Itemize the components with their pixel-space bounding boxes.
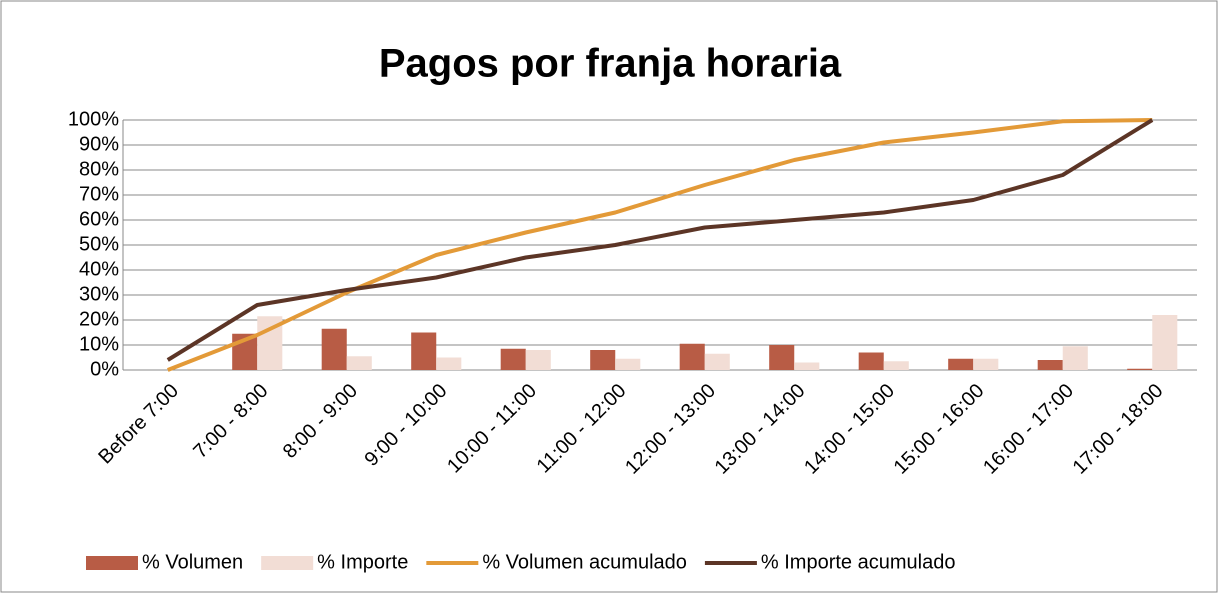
bar [794,362,820,370]
y-tick-label: 90% [79,133,119,155]
y-tick-label: 60% [79,208,119,230]
legend-label: % Importe [317,551,408,573]
bar [1127,368,1153,370]
legend-label: % Volumen acumulado [482,551,687,573]
bar [436,357,462,370]
y-tick-label: 70% [79,183,119,205]
y-tick-label: 40% [79,258,119,280]
bar [948,358,974,370]
y-tick-label: 0% [90,358,119,380]
y-tick-label: 10% [79,333,119,355]
bar [411,332,437,370]
bar [679,343,705,370]
y-tick-label: 20% [79,308,119,330]
bar [769,345,795,370]
bar [500,348,526,370]
y-tick-label: 30% [79,283,119,305]
bar [1037,360,1063,370]
legend-swatch [261,556,314,570]
y-tick-label: 100% [68,108,119,130]
bar [525,350,551,370]
line [166,118,1154,362]
bar [1062,346,1088,370]
bar [1152,315,1178,370]
chart-title: Pagos por franja horaria [379,42,842,86]
legend-label: % Importe acumulado [761,551,956,573]
bar [346,356,372,370]
y-tick-label: 80% [79,158,119,180]
bar [321,328,347,370]
bar [590,350,616,370]
bar [615,358,641,370]
legend-label: % Volumen [142,551,243,573]
legend-swatch [86,556,138,570]
bar [973,358,999,370]
bar [858,352,884,370]
line [167,118,1153,372]
bar [704,353,730,370]
y-tick-label: 50% [79,233,119,255]
bar [883,361,909,370]
